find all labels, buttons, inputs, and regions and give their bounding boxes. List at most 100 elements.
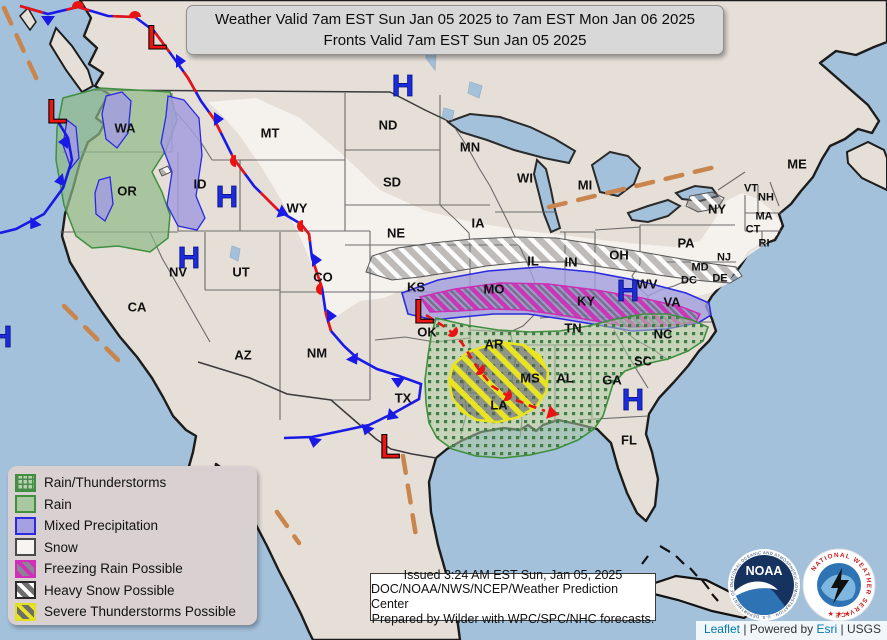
state-label-CO: CO [313,270,333,285]
high-pressure-symbol: H [622,382,644,417]
heavy-snow-or-patch [158,165,172,177]
state-label-NE: NE [387,226,405,241]
state-label-OH: OH [609,248,629,263]
lake-erie [626,198,682,224]
legend-item-freezing-rain: Freezing Rain Possible [15,558,257,580]
state-label-SC: SC [634,354,653,369]
legend-label: Rain [44,496,72,512]
state-label-NC: NC [654,327,673,342]
state-label-TX: TX [395,391,412,406]
great-salt-lake [229,245,241,262]
state-label-DE: DE [712,273,727,285]
legend-item-severe-thunderstorms: Severe Thunderstorms Possible [15,601,257,623]
state-label-MT: MT [261,126,280,141]
legend-panel: Rain/Thunderstorms Rain Mixed Precipitat… [8,466,257,625]
state-label-MO: MO [484,282,505,297]
svg-text:★ ★ ★: ★ ★ ★ [828,610,851,618]
us-canada-border [94,89,449,122]
heavy-snow-ny [685,191,725,213]
fronts [0,1,718,546]
noaa-logo: NOAA NATIONAL OCEANIC AND ATMOSPHERIC AD… [726,548,800,621]
state-label-MD: MD [691,262,708,274]
state-label-WI: WI [517,171,533,186]
legend-swatch-rain-thunderstorms [15,473,36,492]
high-pressure-symbol: H [0,319,12,354]
lake-superior [445,112,577,165]
validity-line1: Weather Valid 7am EST Sun Jan 05 2025 to… [214,11,696,28]
legend-label: Heavy Snow Possible [44,582,175,598]
trough-bc-coast [1,5,41,85]
legend-item-snow: Snow [15,537,257,559]
legend-label: Snow [44,539,78,555]
us-mexico-border [197,361,437,459]
state-label-KY: KY [577,294,595,309]
state-label-IN: IN [565,255,578,270]
legend-item-rain: Rain [15,494,257,516]
state-label-OK: OK [417,325,437,340]
issued-line1: Issued 3:24 AM EST Sun, Jan 05, 2025 [403,567,623,582]
state-label-LA: LA [490,398,508,413]
legend-swatch-mixed-precipitation [15,516,36,535]
esri-link[interactable]: Esri [816,622,838,636]
legend-item-rain-thunderstorms: Rain/Thunderstorms [15,472,257,494]
legend-label: Rain/Thunderstorms [44,475,167,491]
issued-box: Issued 3:24 AM EST Sun, Jan 05, 2025 DOC… [370,568,656,626]
cold-front-pacific [0,119,74,235]
high-pressure-symbol: H [178,240,200,275]
low-pressure-symbol: L [380,428,401,466]
trough-lines [1,5,718,546]
state-label-MI: MI [578,178,592,193]
state-labels: WA OR CA NV ID MT WY UT CO AZ NM ND SD NE KS OK TX MN IA MO… [115,118,808,448]
haida-island [19,6,37,32]
low-pressure-symbol: L [147,19,168,57]
state-label-ID: ID [194,177,207,192]
legend-swatch-snow [15,538,36,557]
legend-label: Severe Thunderstorms Possible [44,604,236,620]
high-pressure-symbol: H [617,273,639,308]
validity-line2: Fronts Valid 7am EST Sun Jan 05 2025 [323,32,587,49]
state-label-MA: MA [755,211,772,223]
usgs-text: USGS [846,622,881,636]
legend-item-mixed-precipitation: Mixed Precipitation [15,515,257,537]
state-label-VA: VA [663,295,681,310]
legend-item-heavy-snow: Heavy Snow Possible [15,580,257,602]
issued-line3: Prepared by Wilder with WPC/SPC/NHC fore… [371,611,655,626]
bahamas [641,545,719,602]
state-label-VT: VT [744,183,758,195]
attribution-separator: | [840,622,844,636]
state-label-KS: KS [407,280,425,295]
heavy-snow-band [365,236,743,284]
state-label-OR: OR [117,184,137,199]
trough-baja [274,509,302,546]
lake-huron [590,150,642,198]
state-label-CT: CT [746,224,761,236]
state-label-ME: ME [787,157,807,172]
state-label-WV: WV [637,277,658,292]
state-label-NH: NH [758,192,774,204]
state-label-AR: AR [485,337,504,352]
trough-california-coast [61,303,121,363]
high-pressure-symbol: H [392,68,414,103]
state-label-NY: NY [708,202,726,217]
state-label-DC: DC [681,275,697,287]
state-label-GA: GA [602,373,622,388]
state-label-RI: RI [759,238,770,250]
state-label-MN: MN [460,140,480,155]
legend-swatch-freezing-rain [15,559,36,578]
legend-label: Mixed Precipitation [44,518,159,534]
leaflet-link[interactable]: Leaflet [703,622,740,636]
nova-scotia [845,140,887,192]
state-label-TN: TN [564,321,581,336]
state-label-UT: UT [232,265,249,280]
state-label-SD: SD [383,175,401,190]
legend-swatch-heavy-snow [15,581,36,600]
lake-of-the-woods [441,107,455,121]
map-attribution: Leaflet | Powered by Esri | USGS [695,621,887,640]
state-label-MS: MS [520,371,540,386]
high-pressure-symbol: H [216,179,238,214]
vancouver-island [48,26,95,94]
state-label-NV: NV [169,265,187,280]
